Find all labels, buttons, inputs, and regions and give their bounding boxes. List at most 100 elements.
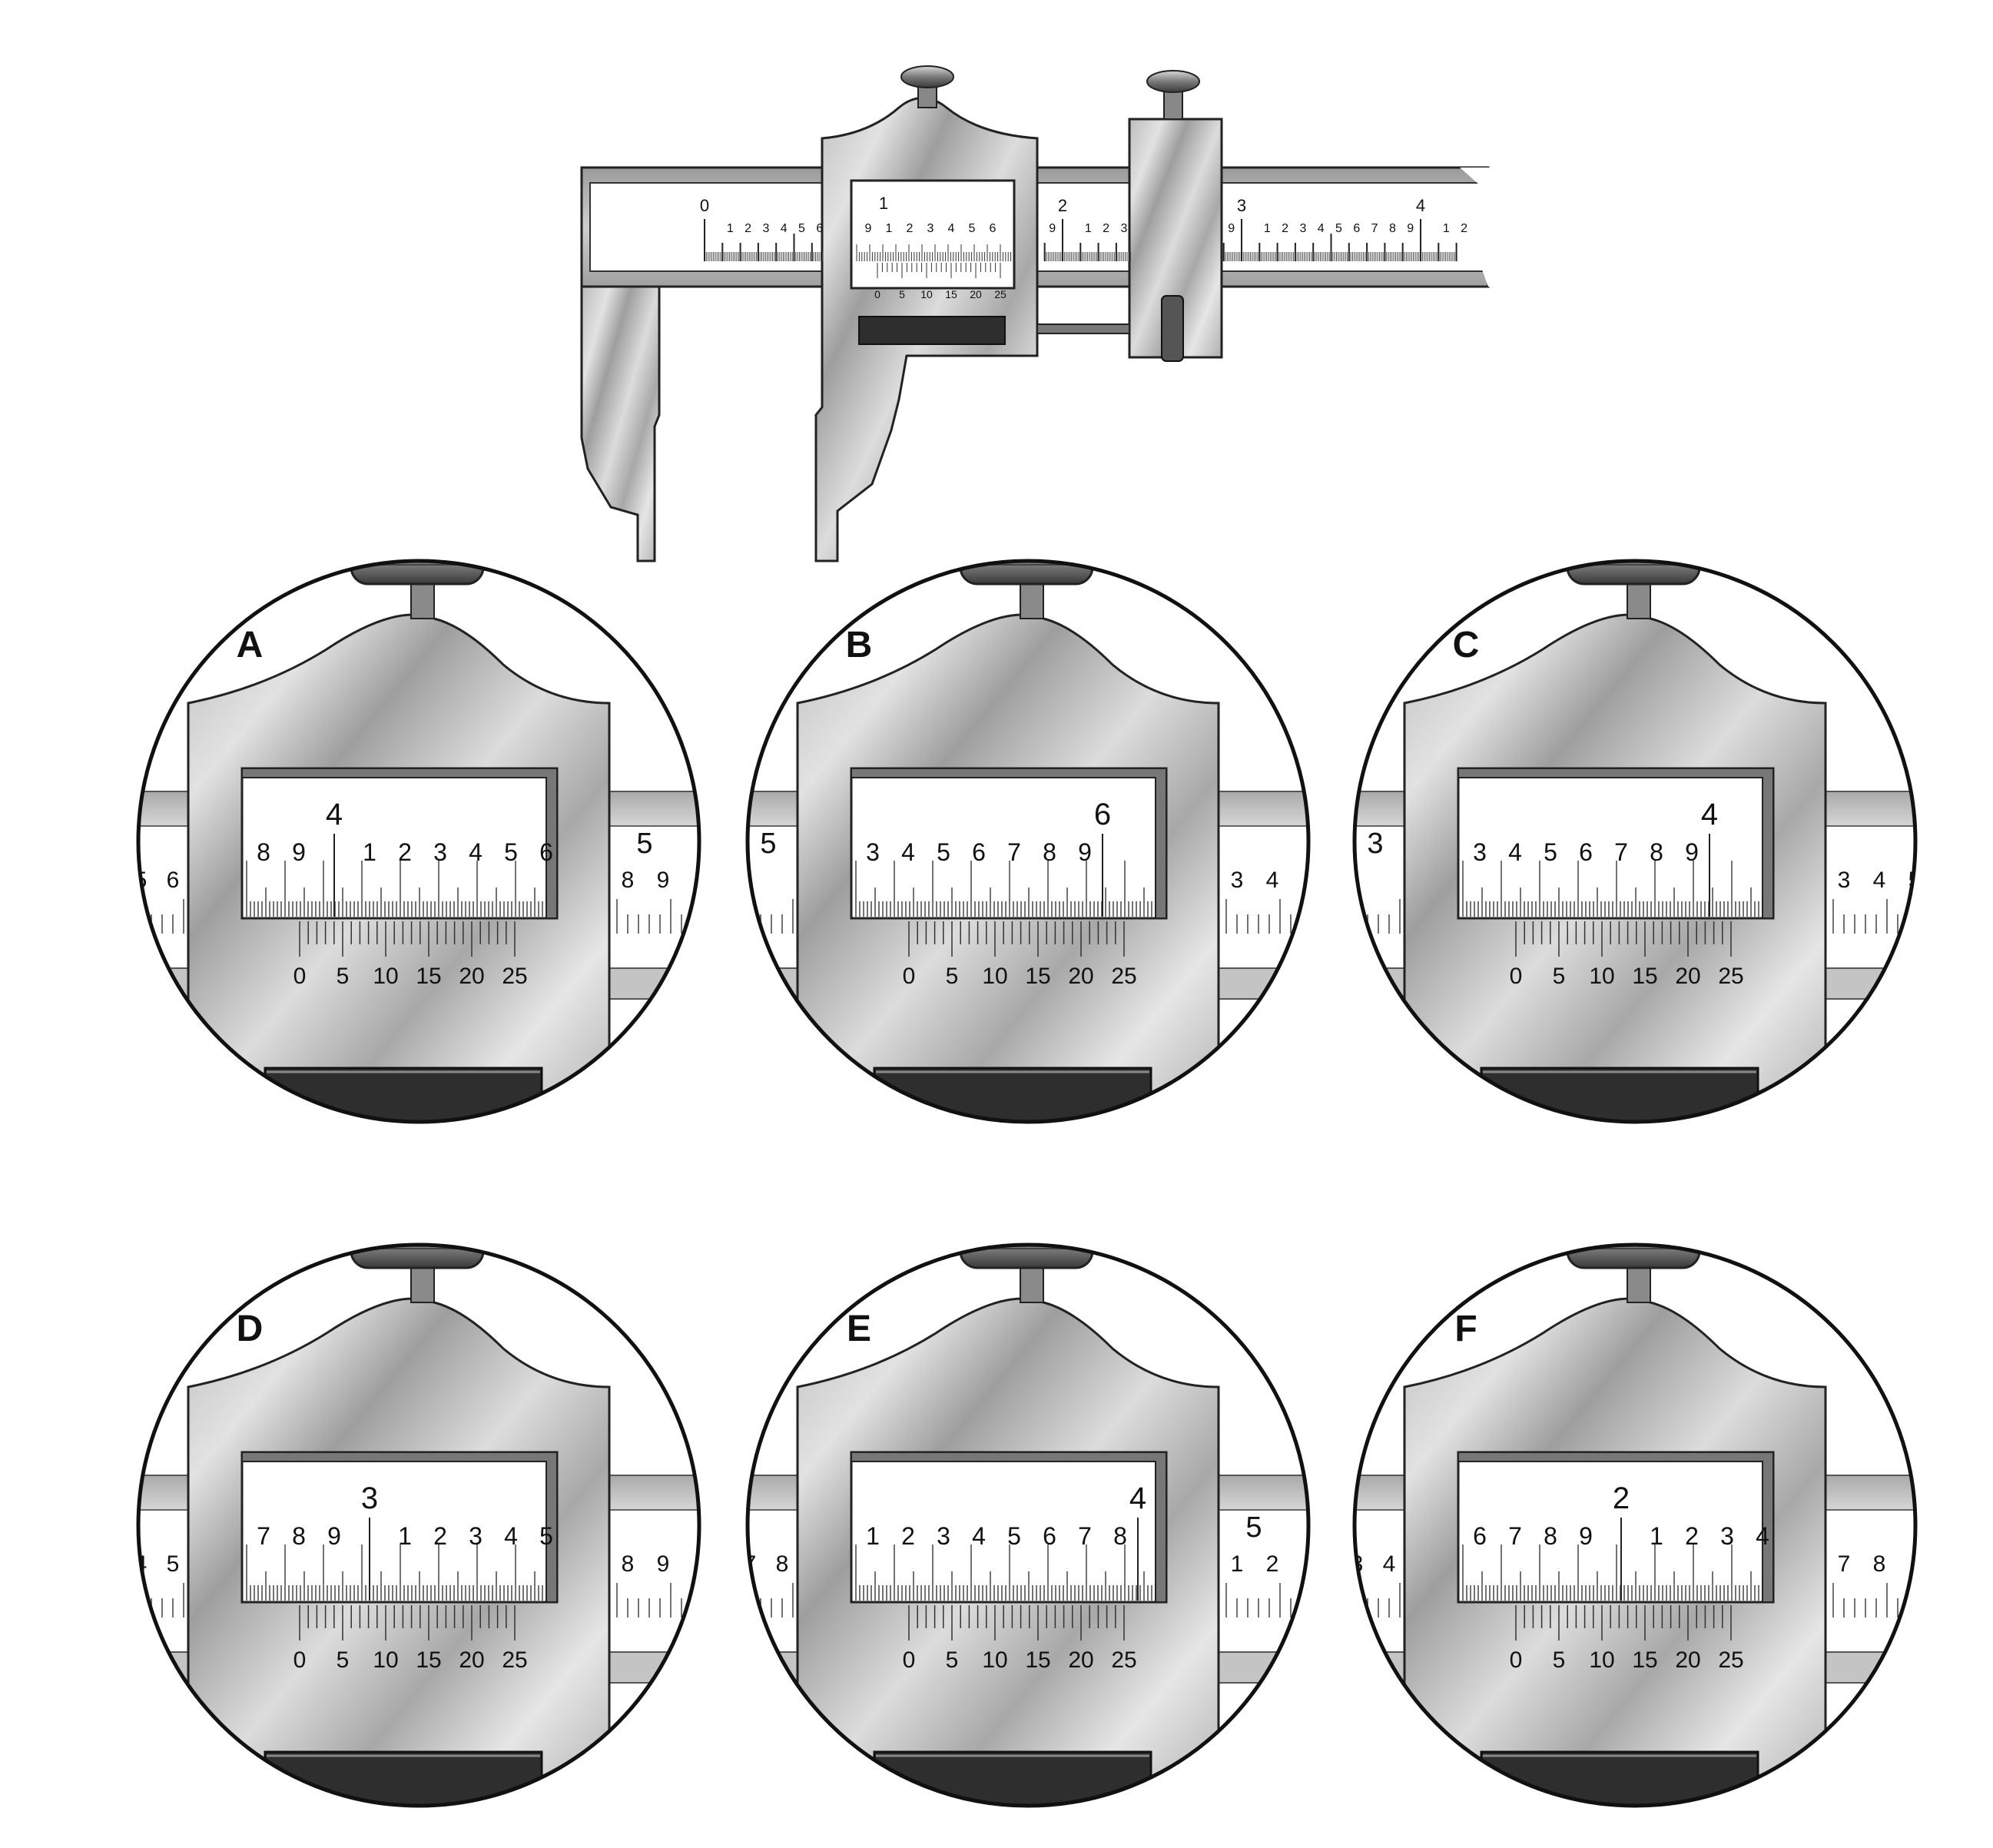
panel-letter: C [1453,625,1480,665]
vernier-label: 15 [416,1647,441,1673]
panel-letter: A [237,625,264,665]
window-digit: 5 [504,838,518,866]
window-digit: 4 [1508,838,1522,866]
vernier-window [850,767,1168,920]
vernier-label: 0 [1510,964,1523,989]
zoom-panel-b: 3 45 3 4 5 6 7 8 960 5 10 15 20 25B [745,559,1311,1124]
bar-digit-right: 7 [1838,1551,1851,1577]
zoom-panel-c: 3 4 53 3 4 5 6 7 8 940 5 10 15 20 25C [1352,559,1918,1124]
window-digit: 4 [948,222,955,235]
vernier-label: 20 [1675,964,1700,989]
vernier-window [850,179,1016,290]
vernier-label: 15 [945,288,957,300]
vernier-label: 5 [337,1647,350,1673]
window-digit: 1 [363,838,376,866]
window-major-number: 6 [1094,798,1111,831]
window-digit: 8 [1043,838,1056,866]
vernier-label: 0 [1510,1647,1523,1673]
window-major-number: 4 [1701,798,1718,831]
block-screw-knob [1146,70,1200,93]
main-scale-subdigit: 2 [1103,222,1109,235]
panel-contents: 3 4 7 86 7 8 9 1 2 3 420 5 10 15 20 25 [1355,1245,1915,1806]
main-scale-subdigit: 4 [781,222,788,235]
thumb-screw-stem [1627,1267,1651,1303]
vernier-label: 15 [1025,964,1050,989]
window-digit: 7 [1007,838,1021,866]
window-digit: 9 [1078,838,1092,866]
main-scale-subdigit: 3 [1299,222,1306,235]
fixed-jaw [580,285,661,562]
vernier-label: 20 [1675,1647,1700,1673]
panel-letter: B [846,625,873,665]
adjust-screw-rod [1036,323,1130,334]
window-digit: 9 [1579,1522,1593,1550]
thumb-screw-stem [1020,583,1044,619]
thumb-screw-stem [1627,583,1651,619]
thumb-screw-stem [410,1267,435,1303]
vernier-label: 0 [874,288,880,300]
bar-digit-right: 8 [1873,1551,1886,1577]
vernier-label: 5 [946,1647,959,1673]
lock-slot [858,316,1006,345]
thumb-screw-stem [1020,1267,1044,1303]
main-scale-subdigit: 2 [744,222,751,235]
bar-digit-right: 2 [1266,1551,1279,1577]
vernier-label: 25 [1111,1647,1136,1673]
window-digit: 6 [1579,838,1593,866]
vernier-label: 10 [920,288,933,300]
window-digit: 2 [398,838,412,866]
bar-digit-right: 8 [622,1551,635,1577]
window-major-number: 1 [879,194,888,213]
vernier-label: 15 [416,964,441,989]
caliper-overview: 01 2 3 4 5 6 921 2 3 931 2 3 4 5 6 7 8 941 219 1 2 3 4 5 60 5 10 15… [580,65,1506,562]
beam-break [1460,168,1506,287]
zoom-panel-f: 3 4 7 86 7 8 9 1 2 3 420 5 10 15 20 25F [1352,1243,1918,1808]
window-digit: 7 [1614,838,1628,866]
window-digit: 2 [433,1522,447,1550]
window-bevel [1457,768,1774,919]
main-scale-number: 2 [1058,196,1067,215]
main-scale-subdigit: 9 [1049,222,1056,235]
vernier-label: 10 [982,964,1007,989]
panel-outline [745,559,1311,1124]
window-digit: 9 [327,1522,341,1550]
main-scale-subdigit: 2 [1461,222,1467,235]
window-digit: 3 [433,838,447,866]
vernier-label: 5 [1553,1647,1566,1673]
window-digit: 9 [865,222,872,235]
vernier-label: 5 [1553,964,1566,989]
vernier-label: 10 [1589,1647,1614,1673]
window-digit: 4 [1756,1522,1769,1550]
vernier-label: 20 [1068,1647,1093,1673]
window-bevel [1457,1452,1774,1603]
vernier-label: 10 [982,1647,1007,1673]
main-scale-subdigit: 1 [1264,222,1271,235]
vernier-label: 5 [337,964,350,989]
window-digit: 6 [1473,1522,1487,1550]
vernier-label: 25 [502,964,527,989]
bar-digit-right: 9 [657,868,670,893]
window-digit: 4 [469,838,482,866]
window-digit: 2 [907,222,914,235]
window-digit: 8 [257,838,270,866]
bar-digit-right: 8 [622,868,635,893]
window-digit: 9 [1685,838,1699,866]
window-digit: 1 [866,1522,880,1550]
bar-digit-left: 4 [1383,1551,1396,1577]
bar-digit-right: 4 [1266,868,1279,893]
window-digit: 3 [1720,1522,1734,1550]
window-digit: 5 [1544,838,1557,866]
vernier-window [240,1451,559,1604]
adjust-nut [1161,295,1184,362]
window-digit: 8 [1544,1522,1557,1550]
bar-digit-right: 1 [1231,1551,1244,1577]
window-digit: 6 [539,838,553,866]
window-bevel [241,768,558,919]
window-bevel [241,1452,558,1603]
vernier-label: 0 [293,964,307,989]
vernier-label: 25 [502,1647,527,1673]
thumb-screw-stem [410,583,435,619]
vernier-label: 20 [459,1647,484,1673]
